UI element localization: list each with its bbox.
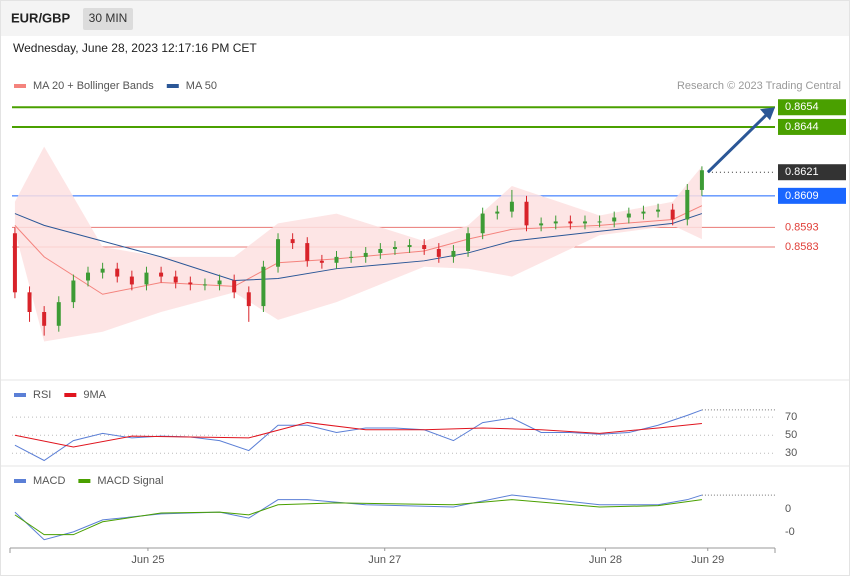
level-label: 0.8583 [785,241,819,253]
candle-body [129,276,134,285]
candle-body [246,292,251,307]
candle-body [466,233,471,251]
legend-label: 9MA [83,389,106,401]
x-tick-label: Jun 27 [368,554,401,566]
legend-swatch [166,84,179,88]
series-line [14,422,702,448]
candle-body [670,209,675,220]
candle-body [582,221,587,224]
candle-body [290,239,295,244]
level-box [778,164,846,181]
y-tick-label: 50 [785,429,797,441]
level-label: 0.8644 [785,121,819,133]
candle-body [451,250,456,257]
legend-label: MACD [33,475,65,487]
legend-swatch [14,393,26,397]
candle-body [217,280,222,285]
symbol: EUR/GBP [11,10,71,25]
candle-body [407,245,412,248]
candle-body [422,245,427,249]
candle-body [568,221,573,224]
candle-body [319,260,324,263]
candle-body [685,189,690,220]
candle-body [12,233,17,293]
timestamp: Wednesday, June 28, 2023 12:17:16 PM CET [13,41,257,55]
candle-body [363,252,368,257]
level-box [778,118,846,135]
candle-body [305,243,310,261]
candle-body [173,276,178,283]
candle-body [202,284,207,286]
x-tick-label: Jun 28 [589,554,622,566]
legend-swatch [14,84,26,88]
series-line [14,499,702,536]
x-tick-label: Jun 25 [131,554,164,566]
interval-badge[interactable] [83,8,133,30]
y-tick-label: 30 [785,447,797,459]
candle-body [656,209,661,212]
candle-body [276,239,281,267]
candle-body [159,272,164,277]
legend-label: MA 50 [186,80,217,92]
candle-body [27,292,32,312]
candle-body [612,217,617,222]
candle-body [597,221,602,223]
level-box [778,99,846,116]
interval: 30 MIN [89,11,128,25]
candle-body [378,249,383,253]
candle-body [56,302,61,326]
candle-body [436,249,441,257]
level-box [778,187,846,204]
level-label: 0.8593 [785,221,819,233]
y-tick-label: 0 [785,503,791,515]
candle-body [188,282,193,285]
candle-body [115,268,120,277]
candle-body [524,201,529,226]
candle-body [334,256,339,263]
bollinger-band [14,146,702,342]
level-label: 0.8654 [785,101,819,113]
candle-body [144,272,149,285]
candle-body [71,280,76,303]
candle-body [495,211,500,214]
level-label: 0.8609 [785,190,819,202]
candle-body [480,213,485,234]
legend-label: MA 20 + Bollinger Bands [33,80,154,92]
candle-body [641,211,646,214]
candle-body [626,213,631,218]
legend-swatch [14,479,26,483]
candle-body [553,221,558,224]
candle-body [539,223,544,226]
target-arrow [706,113,769,174]
series-line [14,213,703,282]
legend-swatch [78,479,91,483]
candle-body [261,266,266,307]
candle-body [699,170,704,190]
candle-body [42,312,47,326]
top-bar [1,1,849,36]
legend-label: RSI [33,389,51,401]
legend-label: MACD Signal [97,475,163,487]
target-arrowhead [760,107,775,121]
series-line [14,494,703,541]
y-tick-label: -0 [785,526,795,538]
credit: Research © 2023 Trading Central [677,80,841,92]
candle-body [509,201,514,212]
candle-body [392,247,397,249]
level-label: 0.8621 [785,166,819,178]
series-line [14,409,703,462]
candle-body [232,280,237,293]
candle-body [100,268,105,273]
x-tick-label: Jun 29 [691,554,724,566]
candle-body [349,256,354,258]
legend-swatch [64,393,77,397]
candle-body [86,272,91,281]
y-tick-label: 70 [785,411,797,423]
